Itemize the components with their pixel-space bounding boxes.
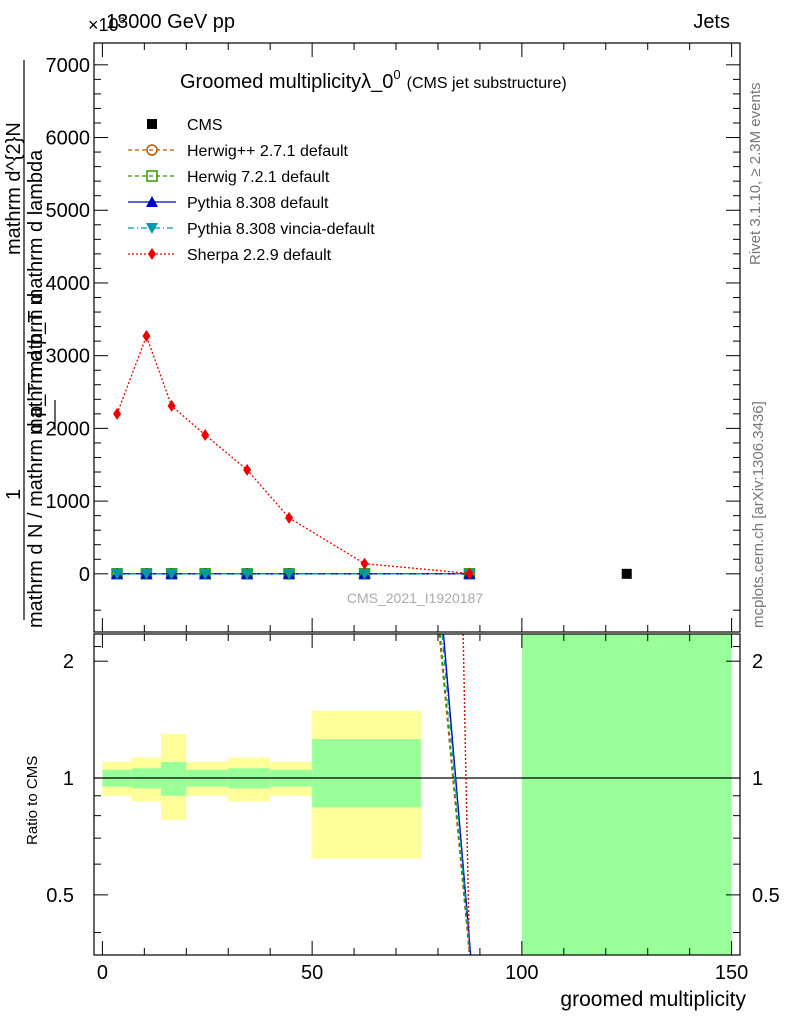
data-point [360,557,369,570]
data-point [113,407,122,420]
watermark: CMS_2021_I1920187 [347,590,483,606]
data-point [201,428,210,441]
legend-entry: Pythia 8.308 default [187,195,329,212]
y-tick-label: 5000 [46,200,91,222]
x-tick-label: 50 [301,962,323,984]
y-tick-label: 4000 [46,273,91,295]
ratio-plot: 0.5 0.5 1 1 2 2 0 50 100 150 Ratio to CMS groome… [24,633,780,1011]
y-tick-label: 3000 [46,346,91,368]
legend-marker [146,144,158,156]
rivet-label: Rivet 3.1.10, ≥ 2.3M events [747,83,764,266]
y-tick-label: 1 [63,768,74,790]
y-tick-label: 6000 [46,128,91,150]
ratio-band-inner [161,761,187,796]
legend-entry: CMS [187,117,223,134]
y-tick-label: 2000 [46,418,91,440]
legend: CMS Herwig++ 2.7.1 default Herwig 7.2.1 de… [128,117,375,264]
chart-title: Groomed multiplicityλ_00(CMS jet substru… [180,67,567,93]
data-point [142,330,151,343]
data-point [241,568,254,580]
legend-marker [147,119,157,129]
y-tick-label: 7000 [46,55,91,77]
main-x-ticks [101,43,733,632]
data-point [283,568,296,580]
data-point [140,568,153,580]
main-series [111,330,632,580]
y-tick-label-right: 1 [752,768,763,790]
legend-marker [146,196,158,207]
ratio-bands [94,634,740,955]
ylabel-numerator-extra: mathrm d p_T mathrm d lambda [25,149,47,435]
x-tick-label: 150 [715,962,748,984]
y-tick-label: 0 [79,564,90,586]
legend-entry: Herwig++ 2.7.1 default [187,143,349,160]
x-tick-label: 0 [97,962,108,984]
x-axis-label: groomed multiplicity [560,988,746,1011]
main-frame [93,42,741,633]
y-tick-label-right: 0.5 [752,885,780,907]
legend-entry: Pythia 8.308 vincia-default [187,221,375,238]
legend-marker [146,223,158,234]
series-line [116,334,470,575]
main-ylabel: mathrm d^{2}N mathrm d p_T mathrm d lamb… [3,60,56,628]
ratio-x-ticks: 0 50 100 150 [97,634,748,984]
data-point [465,567,474,580]
y-tick-label-right: 2 [752,651,763,673]
ratio-line [462,633,471,956]
y-tick-label: 2 [63,651,74,673]
exponent-label: ×106 [88,12,126,35]
energy-label: 13000 GeV pp [106,11,235,33]
data-point [111,568,124,580]
ratio-line [442,633,472,956]
data-point [358,568,371,580]
ylabel-prefix: 1 [3,489,25,500]
ratio-ylabel: Ratio to CMS [24,756,41,845]
process-label: Jets [693,11,730,33]
ratio-line [441,633,471,956]
main-plot: 0 1000 2000 3000 4000 5000 6000 7000 CMS_2021_I… [46,42,741,648]
y-tick-label: 0.5 [46,885,74,907]
ratio-frame [93,633,741,956]
ratio-y-ticks: 0.5 0.5 1 1 2 2 [46,651,780,933]
mcplots-label: mcplots.cern.ch [arXiv:1306.3436] [750,401,767,628]
ylabel-numerator: mathrm d^{2}N [3,122,25,255]
data-point [167,399,176,412]
ratio-band-inner [312,739,422,808]
ratio-band-inner [521,634,732,955]
legend-marker [148,248,156,260]
legend-entry: Herwig 7.2.1 default [187,169,330,186]
ratio-line [439,633,471,956]
legend-entry: Sherpa 2.2.9 default [187,247,332,264]
data-point [621,568,632,579]
ylabel-denominator: mathrm d N / mathrm d p_T mathrm d [25,293,47,628]
y-tick-label: 1000 [46,491,91,513]
x-tick-label: 100 [505,962,538,984]
data-point [165,568,178,580]
data-point [243,463,252,476]
legend-marker [146,170,158,182]
data-point [199,568,212,580]
main-y-ticks: 0 1000 2000 3000 4000 5000 6000 7000 [46,55,740,648]
ratio-lines [438,633,472,956]
data-point [285,511,294,524]
